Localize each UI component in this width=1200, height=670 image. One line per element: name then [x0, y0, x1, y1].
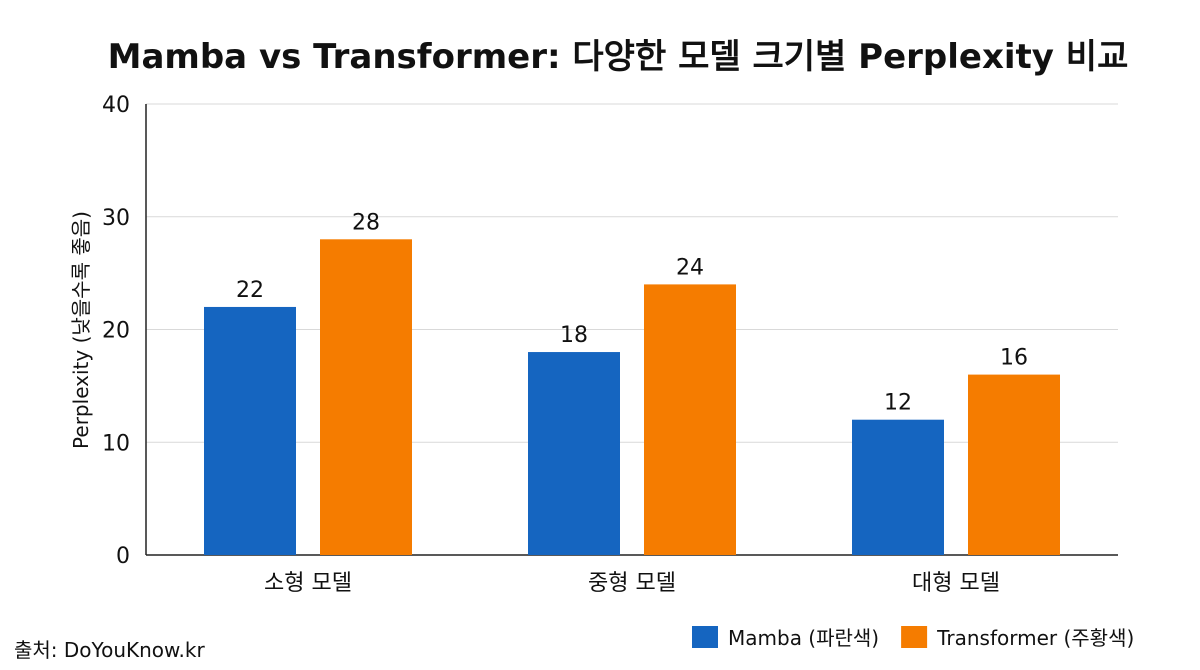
data-label: 28: [352, 210, 380, 235]
bar: [644, 284, 736, 555]
axes: [145, 104, 1118, 556]
data-label: 18: [560, 323, 588, 348]
data-label: 16: [1000, 346, 1028, 371]
y-tick-label: 0: [116, 544, 130, 569]
legend-entry: Mamba (파란색): [728, 626, 879, 650]
bars: 22 28 18 24 12 16: [204, 210, 1060, 556]
y-tick-label: 30: [102, 206, 130, 231]
y-tick-label: 40: [102, 93, 130, 118]
legend: Mamba (파란색) Transformer (주황색): [692, 626, 1134, 650]
category-labels: 소형 모델 중형 모델 대형 모델: [264, 571, 1000, 596]
x-tick-label: 대형 모델: [912, 571, 1000, 596]
legend-swatch: [692, 626, 718, 648]
data-label: 22: [236, 278, 264, 303]
y-tick-labels: 0 10 20 30 40: [102, 93, 130, 569]
bar: [204, 306, 296, 555]
data-label: 24: [676, 255, 704, 280]
x-tick-label: 소형 모델: [264, 571, 352, 596]
chart-title: Mamba vs Transformer: 다양한 모델 크기별 Perplex…: [108, 37, 1129, 77]
bar: [528, 352, 620, 555]
y-axis-label: Perplexity (낮을수록 좋음): [69, 211, 93, 449]
y-tick-label: 10: [102, 431, 130, 456]
data-label: 12: [884, 391, 912, 416]
bar: [968, 374, 1060, 555]
legend-swatch: [901, 626, 928, 648]
bar: [852, 419, 944, 555]
x-tick-label: 중형 모델: [588, 571, 676, 596]
source-note: 출처: DoYouKnow.kr: [14, 638, 205, 662]
legend-entry: Transformer (주황색): [936, 626, 1134, 650]
bar: [320, 239, 412, 556]
gridlines: [146, 103, 1118, 443]
y-tick-label: 20: [102, 319, 130, 344]
